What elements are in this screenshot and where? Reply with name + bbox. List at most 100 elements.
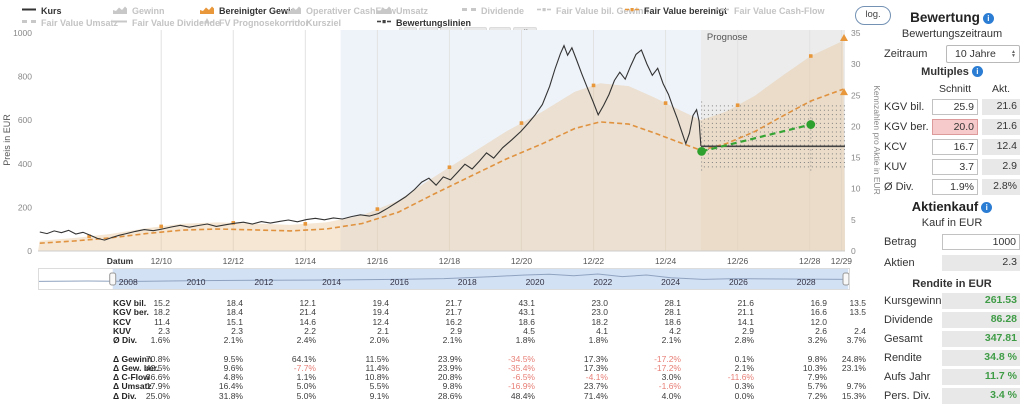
info-icon[interactable]: i (971, 66, 983, 77)
log-scale-button[interactable]: log. (855, 6, 891, 25)
area-icon (377, 5, 392, 16)
triangle-marker (840, 88, 848, 96)
table-cell: 0.1% (734, 353, 754, 364)
legend-item-fair-value-dividende[interactable]: Fair Value Dividende (113, 17, 220, 28)
valuation-sidebar: Bewertung i Bewertungszeitraum Zeitraum 1… (884, 6, 1020, 404)
multiple-schnitt-input[interactable]: 25.9 (932, 99, 978, 115)
aktien-value: 2.3 (942, 255, 1020, 271)
zeitraum-select[interactable]: 10 Jahre ▲ ▼ (946, 45, 1020, 63)
timeline-brush[interactable]: 2008 2010 2012 2014 2016 2018 2020 2022 2024 2026… (38, 268, 850, 290)
svg-text:12/22: 12/22 (583, 256, 605, 266)
table-cell: 11.4% (365, 362, 389, 373)
col-schnitt: Schnitt (938, 83, 972, 95)
legend-item-kursziel[interactable]: Kursziel (287, 17, 341, 28)
betrag-input[interactable]: 1000 (942, 234, 1020, 250)
svg-text:Datum: Datum (107, 256, 134, 266)
multiple-schnitt-input[interactable]: 16.7 (932, 139, 978, 155)
svg-text:2016: 2016 (390, 277, 409, 287)
table-cell: 15.2 (153, 298, 170, 308)
table-cell: -1.6% (658, 381, 681, 392)
rendite-label: Rendite (884, 352, 922, 364)
table-cell: 23.7% (583, 381, 608, 392)
table-cell: 12.4 (372, 316, 389, 327)
table-cell: 9.8% (807, 353, 827, 364)
price-chart: Prognose 0 200 400 600 800 1000 0 5 10 15 20 25 30 35 1… (0, 24, 960, 274)
betrag-label: Betrag (884, 236, 917, 248)
table-cell: 0.3% (734, 381, 754, 392)
multiple-label: Ø Div. (884, 181, 914, 193)
rendite-value: 86.28 (942, 312, 1020, 328)
table-cell: 48.4% (510, 390, 535, 401)
multiple-schnitt-input[interactable]: 1.9% (932, 179, 978, 195)
multiple-label: KGV ber. (884, 121, 929, 133)
rendite-title: Rendite in EUR (912, 278, 992, 290)
table-cell: 18.6 (664, 316, 681, 327)
info-icon[interactable]: i (981, 202, 993, 213)
table-cell: 20.8% (437, 372, 462, 383)
legend-item-fair-value-bereinigt[interactable]: Fair Value bereinigt (625, 5, 727, 16)
legend-item-dividende[interactable]: Dividende (462, 5, 524, 16)
brush-handle[interactable] (109, 272, 117, 286)
svg-text:2024: 2024 (661, 277, 680, 287)
multiple-schnitt-input[interactable]: 3.7 (932, 159, 978, 175)
table-cell: 9.8% (442, 381, 462, 392)
aktienkauf-title: Aktienkauf i (884, 199, 1020, 214)
table-cell: 28.1 (664, 298, 681, 308)
table-cell: 10.3% (802, 362, 827, 373)
table-cell: 3.7% (846, 335, 866, 346)
multiples-title: Multiples i (884, 66, 1020, 78)
table-cell: 70.8% (145, 353, 170, 364)
table-cell: 9.6% (223, 362, 243, 373)
legend-item-umsatz[interactable]: Umsatz (377, 5, 428, 16)
dash-dot-icon (537, 5, 552, 16)
table-cell: 16.4% (218, 381, 243, 392)
table-cell: 23.9% (437, 362, 462, 373)
legend-item-kurs[interactable]: Kurs (22, 5, 62, 16)
legend-label: Kurs (41, 5, 62, 16)
legend-label: Kursziel (306, 17, 342, 28)
table-cell: 10.8% (364, 372, 389, 383)
legend-item-gewinn[interactable]: Gewinn (113, 5, 165, 16)
legend-label: Bewertungslinien (396, 17, 472, 28)
table-cell: 5.0% (296, 381, 316, 392)
legend-item-operativer-cashflow[interactable]: Operativer CashFlow (287, 5, 396, 16)
legend-item-bereinigter-gewinn[interactable]: Bereinigter Gewinn (200, 5, 302, 16)
table-cell: 31.8% (218, 390, 243, 401)
multiple-akt-value: 21.6 (982, 119, 1020, 135)
brush-handle[interactable] (842, 272, 850, 286)
table-cell: 1.6% (150, 335, 170, 346)
chart-canvas: Prognose 0 200 400 600 800 1000 0 5 10 15 20 25 30 35 1… (2, 28, 882, 266)
svg-text:12/26: 12/26 (727, 256, 749, 266)
multiple-schnitt-input[interactable]: 20.0 (932, 119, 978, 135)
svg-text:12/10: 12/10 (151, 256, 173, 266)
valuation-window-band (340, 30, 701, 251)
table-cell: 1.8% (515, 335, 535, 346)
legend-label: Fair Value Umsatz (41, 17, 119, 28)
info-icon[interactable]: i (982, 13, 994, 24)
table-row-label: Δ Gewinn (113, 353, 153, 364)
table-cell: 28.6% (437, 390, 462, 401)
multiple-label: KUV (884, 161, 907, 173)
table-cell: 2.4% (296, 335, 316, 346)
table-cell: 9.1% (369, 390, 389, 401)
table-row-label: Δ C-Flow (113, 372, 150, 383)
table-cell: -4.1% (585, 372, 608, 383)
legend-item-fair-value-umsatz[interactable]: Fair Value Umsatz (22, 17, 118, 28)
table-cell: 2.4 (854, 325, 866, 336)
table-cell: 2.1% (661, 335, 681, 346)
multiple-label: KGV bil. (884, 101, 925, 113)
table-cell: 2.3 (231, 325, 243, 336)
rendite-path-line (701, 123, 812, 153)
legend-item-bewertungslinien[interactable]: Bewertungslinien (377, 17, 471, 28)
svg-text:25: 25 (851, 90, 861, 100)
legend-item-fair-value-bil-gewinn[interactable]: Fair Value bil. Gewinn (537, 5, 649, 16)
table-cell: 18.2 (591, 316, 608, 327)
table-cell: 14.1 (737, 316, 754, 327)
table-cell: 0.0% (734, 390, 754, 401)
legend-item-fv-prognosekorridor[interactable]: FV Prognosekorridor (200, 17, 309, 28)
table-cell: 18.6 (518, 316, 535, 327)
brush-selection[interactable] (112, 269, 849, 289)
table-cell: 21.4 (299, 307, 316, 318)
table-cell: 4.5 (523, 325, 535, 336)
legend-item-fair-value-cash-flow[interactable]: Fair Value Cash-Flow (715, 5, 825, 16)
